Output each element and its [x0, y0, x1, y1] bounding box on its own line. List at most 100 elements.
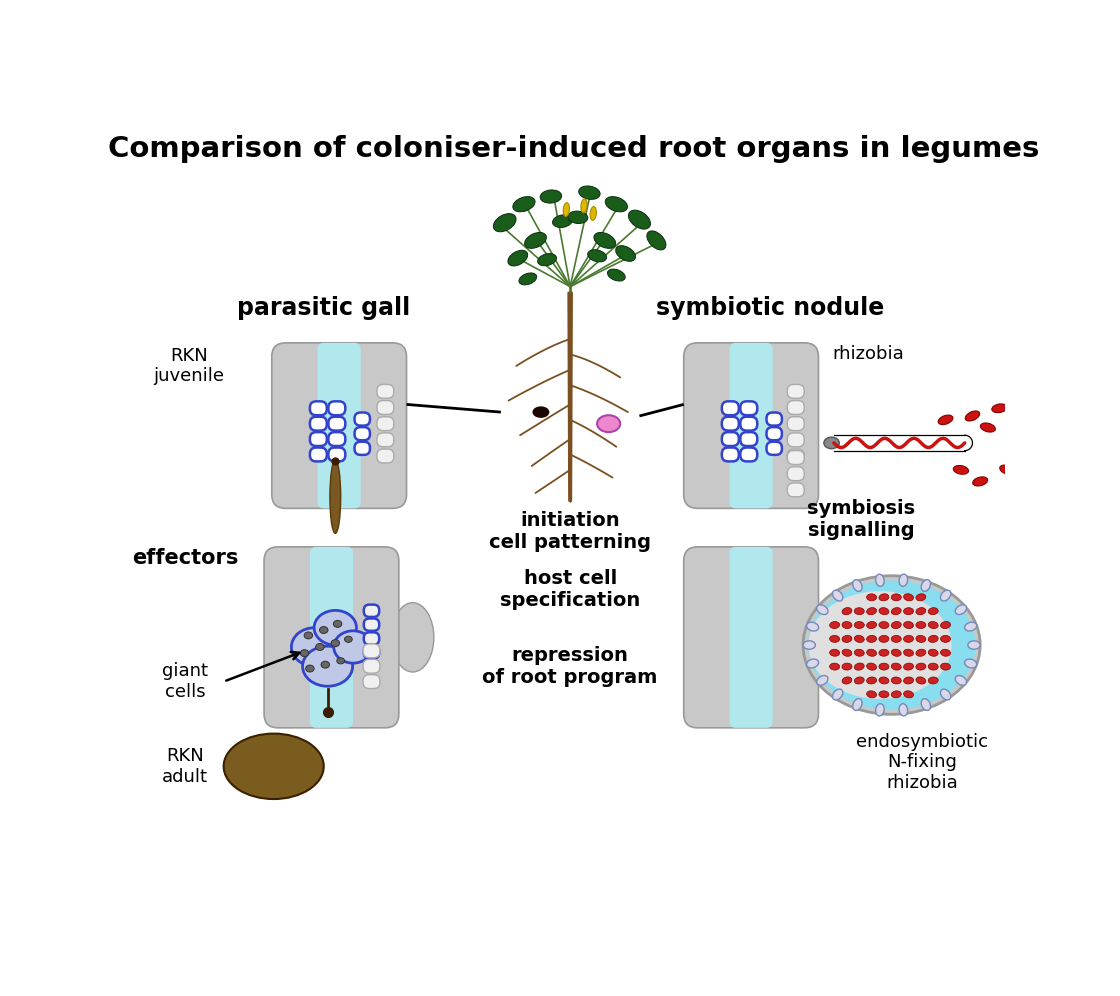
Ellipse shape: [540, 190, 561, 203]
Ellipse shape: [806, 622, 819, 631]
Ellipse shape: [568, 211, 588, 223]
Ellipse shape: [879, 663, 889, 670]
Ellipse shape: [532, 406, 550, 418]
Ellipse shape: [524, 232, 547, 248]
Ellipse shape: [832, 591, 843, 601]
FancyBboxPatch shape: [363, 674, 380, 688]
Ellipse shape: [928, 635, 939, 642]
Ellipse shape: [941, 622, 951, 628]
Ellipse shape: [867, 649, 877, 656]
Ellipse shape: [928, 608, 939, 615]
Ellipse shape: [803, 640, 815, 649]
Ellipse shape: [964, 622, 977, 631]
Ellipse shape: [867, 663, 877, 670]
Ellipse shape: [334, 621, 342, 627]
FancyBboxPatch shape: [721, 401, 739, 415]
FancyBboxPatch shape: [787, 433, 804, 447]
Ellipse shape: [980, 423, 996, 432]
Ellipse shape: [964, 659, 977, 668]
Ellipse shape: [892, 649, 902, 656]
Ellipse shape: [345, 636, 352, 642]
FancyBboxPatch shape: [264, 547, 399, 728]
Ellipse shape: [563, 203, 569, 216]
Ellipse shape: [842, 608, 852, 615]
Text: parasitic gall: parasitic gall: [237, 296, 410, 320]
Text: Comparison of coloniser-induced root organs in legumes: Comparison of coloniser-induced root org…: [109, 134, 1039, 162]
FancyBboxPatch shape: [376, 416, 394, 430]
Text: endosymbiotic
N-fixing
rhizobia: endosymbiotic N-fixing rhizobia: [857, 733, 989, 792]
Ellipse shape: [904, 594, 914, 601]
Ellipse shape: [305, 631, 312, 638]
FancyBboxPatch shape: [721, 416, 739, 430]
Ellipse shape: [513, 196, 535, 212]
FancyBboxPatch shape: [787, 450, 804, 464]
Ellipse shape: [892, 663, 902, 670]
Ellipse shape: [855, 608, 865, 615]
FancyBboxPatch shape: [740, 432, 757, 446]
FancyBboxPatch shape: [787, 483, 804, 497]
Ellipse shape: [830, 663, 840, 670]
FancyBboxPatch shape: [272, 343, 407, 508]
Ellipse shape: [904, 635, 914, 642]
FancyBboxPatch shape: [310, 547, 353, 728]
Ellipse shape: [879, 594, 889, 601]
Ellipse shape: [855, 663, 865, 670]
FancyBboxPatch shape: [721, 447, 739, 461]
Ellipse shape: [939, 415, 953, 424]
FancyBboxPatch shape: [787, 467, 804, 481]
Text: RKN
adult: RKN adult: [162, 747, 208, 786]
Ellipse shape: [867, 594, 877, 601]
Ellipse shape: [955, 605, 967, 615]
Ellipse shape: [879, 649, 889, 656]
Ellipse shape: [316, 643, 324, 650]
FancyBboxPatch shape: [376, 400, 394, 414]
Ellipse shape: [892, 677, 902, 684]
FancyBboxPatch shape: [766, 442, 782, 455]
Ellipse shape: [928, 677, 939, 684]
Ellipse shape: [968, 640, 980, 649]
FancyBboxPatch shape: [376, 433, 394, 447]
Ellipse shape: [879, 677, 889, 684]
FancyBboxPatch shape: [310, 416, 327, 430]
Ellipse shape: [842, 649, 852, 656]
Text: host cell
specification: host cell specification: [500, 569, 641, 610]
Text: symbiotic nodule: symbiotic nodule: [656, 296, 885, 320]
Ellipse shape: [552, 215, 572, 227]
Ellipse shape: [806, 659, 819, 668]
Ellipse shape: [916, 663, 926, 670]
FancyBboxPatch shape: [328, 447, 345, 461]
Ellipse shape: [842, 663, 852, 670]
Ellipse shape: [842, 677, 852, 684]
Ellipse shape: [879, 635, 889, 642]
Ellipse shape: [519, 273, 536, 285]
Ellipse shape: [852, 580, 862, 592]
Ellipse shape: [808, 581, 976, 710]
Ellipse shape: [965, 411, 980, 421]
Ellipse shape: [647, 231, 666, 250]
Ellipse shape: [867, 691, 877, 698]
Ellipse shape: [579, 186, 600, 199]
FancyBboxPatch shape: [721, 432, 739, 446]
Ellipse shape: [855, 635, 865, 642]
Ellipse shape: [594, 232, 616, 248]
Ellipse shape: [892, 608, 902, 615]
Ellipse shape: [855, 622, 865, 628]
FancyBboxPatch shape: [683, 343, 819, 508]
FancyBboxPatch shape: [363, 643, 380, 657]
Ellipse shape: [904, 608, 914, 615]
Ellipse shape: [332, 639, 339, 646]
FancyBboxPatch shape: [740, 416, 757, 430]
Ellipse shape: [867, 635, 877, 642]
Ellipse shape: [922, 580, 931, 592]
Ellipse shape: [916, 677, 926, 684]
Ellipse shape: [916, 608, 926, 615]
Ellipse shape: [300, 649, 309, 656]
Ellipse shape: [922, 699, 931, 710]
FancyBboxPatch shape: [729, 343, 773, 508]
Ellipse shape: [321, 661, 329, 668]
Ellipse shape: [941, 635, 951, 642]
Ellipse shape: [607, 269, 625, 281]
FancyBboxPatch shape: [787, 400, 804, 414]
Ellipse shape: [855, 649, 865, 656]
FancyBboxPatch shape: [328, 432, 345, 446]
